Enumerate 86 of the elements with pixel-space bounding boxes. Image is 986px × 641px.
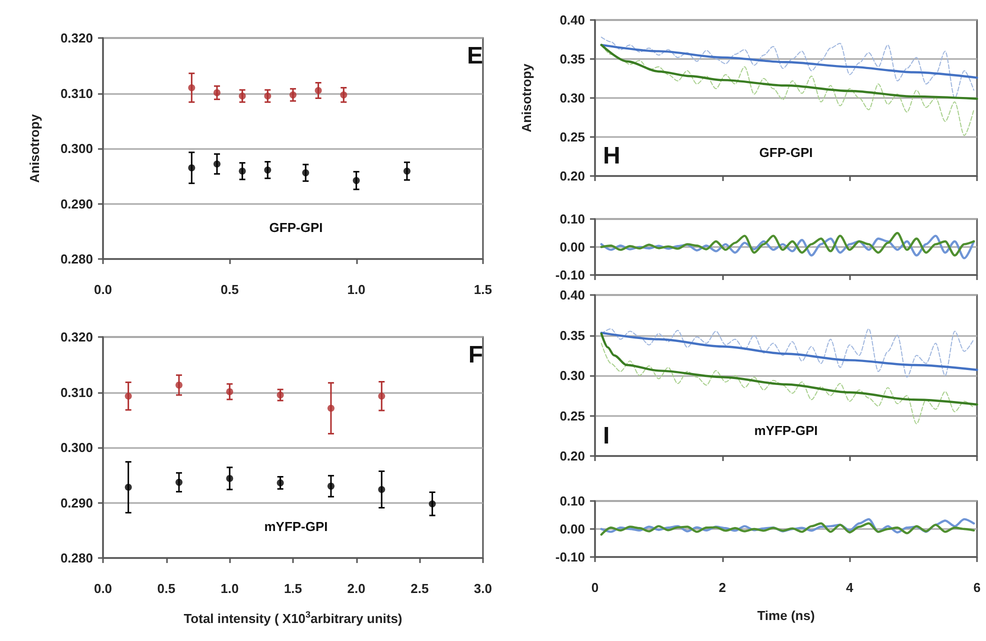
- point: [403, 168, 410, 175]
- y-tick-label: -0.10: [555, 550, 585, 564]
- point: [238, 168, 246, 175]
- y-axis-title: Anisotropy: [519, 62, 534, 132]
- y-tick-label: 0.310: [60, 86, 93, 101]
- y-tick-label: 0.290: [60, 495, 93, 510]
- y-tick-label: 0.290: [60, 196, 93, 212]
- y-tick-label: 0.40: [560, 288, 585, 302]
- y-tick-label: 0.280: [60, 252, 93, 266]
- point: [327, 404, 334, 412]
- point: [378, 486, 386, 493]
- point: [188, 84, 196, 92]
- y-tick-label: 0.20: [560, 448, 585, 464]
- annotation: mYFP-GPI: [754, 423, 818, 438]
- point: [176, 478, 182, 486]
- x-tick-label: 0.5: [220, 282, 239, 297]
- annotation: F: [468, 342, 483, 368]
- point: [213, 89, 220, 96]
- x-tick-label: 3.0: [474, 581, 492, 596]
- x-tick-label: 2.0: [347, 581, 366, 596]
- line-series: [600, 328, 974, 378]
- x-tick-label: 1.5: [284, 581, 302, 596]
- annotation: GFP-GPI: [269, 220, 323, 235]
- point: [188, 164, 196, 172]
- y-tick-label: 0.300: [60, 440, 93, 455]
- y-tick-label: 0.320: [60, 30, 93, 46]
- point: [238, 92, 246, 100]
- point: [378, 392, 386, 400]
- y-tick-label: 0.35: [560, 328, 585, 343]
- y-axis-title: Anisotropy: [27, 113, 42, 183]
- x-tick-label: 1.0: [347, 282, 366, 297]
- point: [264, 166, 272, 174]
- annotation: GFP-GPI: [759, 145, 813, 160]
- annotation: E: [466, 42, 483, 70]
- x-tick-label: 4: [846, 580, 854, 595]
- point: [352, 177, 360, 184]
- point: [226, 388, 234, 396]
- point: [276, 479, 284, 486]
- y-tick-label: 0.10: [560, 212, 585, 226]
- y-tick-label: 0.20: [560, 168, 585, 184]
- y-tick-label: 0.00: [560, 522, 585, 536]
- annotation: mYFP-GPI: [264, 519, 328, 534]
- line-series: [600, 522, 975, 536]
- line-series: [600, 332, 978, 406]
- y-tick-label: 0.320: [60, 330, 93, 344]
- line-series: [600, 332, 978, 371]
- x-tick-label: 0.0: [94, 581, 112, 596]
- point: [289, 91, 296, 98]
- point: [213, 160, 220, 168]
- annotation: I: [603, 422, 610, 450]
- point: [428, 500, 436, 508]
- y-tick-label: 0.25: [560, 130, 585, 144]
- y-tick-label: 0.35: [560, 52, 585, 66]
- point: [302, 169, 310, 176]
- y-tick-label: 0.10: [560, 494, 585, 508]
- y-tick-label: 0.40: [560, 12, 585, 28]
- point: [124, 484, 132, 491]
- annotation: H: [603, 142, 620, 170]
- point: [314, 86, 322, 94]
- y-tick-label: 0.30: [560, 368, 585, 383]
- point: [276, 392, 284, 399]
- y-tick-label: 0.310: [60, 384, 93, 400]
- y-tick-label: 0.00: [560, 240, 585, 254]
- x-tick-label: 1.0: [220, 581, 239, 596]
- point: [124, 392, 132, 400]
- y-tick-label: 0.300: [60, 141, 93, 156]
- y-tick-label: -0.10: [555, 268, 585, 282]
- x-tick-label: 0.5: [157, 581, 176, 596]
- x-tick-label: 2.5: [410, 581, 429, 596]
- y-tick-label: 0.25: [560, 408, 585, 424]
- y-tick-label: 0.280: [60, 550, 93, 566]
- x-tick-label: 0.0: [94, 282, 112, 297]
- point: [327, 482, 334, 490]
- x-tick-label: 6: [973, 580, 981, 595]
- point: [226, 474, 234, 482]
- x-tick-label: 2: [718, 580, 726, 595]
- line-series: [600, 342, 974, 424]
- point: [340, 91, 348, 98]
- point: [264, 92, 272, 100]
- line-series: [600, 44, 978, 79]
- x-tick-label: 1.5: [474, 282, 492, 297]
- point: [176, 382, 182, 389]
- y-tick-label: 0.30: [560, 90, 585, 106]
- x-tick-label: 0: [591, 580, 599, 595]
- x-axis-title: Time (ns): [757, 608, 815, 623]
- line-series: [600, 518, 975, 534]
